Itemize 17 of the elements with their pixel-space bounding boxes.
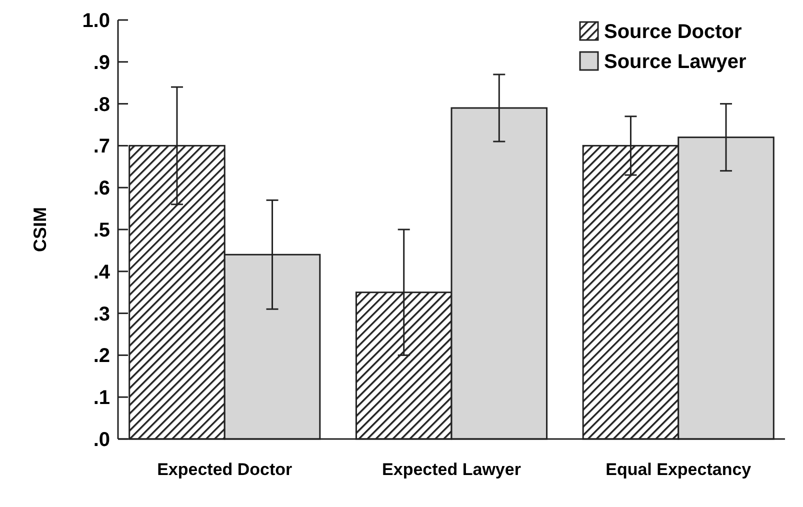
x-tick-label: Expected Doctor xyxy=(157,460,293,479)
y-tick-label: 1.0 xyxy=(82,10,110,32)
y-tick-label: .6 xyxy=(93,178,110,200)
legend-label: Source Lawyer xyxy=(604,51,746,73)
y-axis-title: CSIM xyxy=(30,207,50,252)
y-tick-label: .9 xyxy=(93,52,110,74)
y-tick-label: .0 xyxy=(93,429,110,451)
y-tick-label: .4 xyxy=(93,261,111,284)
x-tick-label: Equal Expectancy xyxy=(606,460,752,479)
y-tick-label: .2 xyxy=(93,345,110,368)
y-tick-label: .1 xyxy=(93,387,110,410)
y-tick-label: .3 xyxy=(93,303,110,326)
y-tick-label: .7 xyxy=(93,136,110,158)
legend-label: Source Doctor xyxy=(604,21,742,43)
y-tick-label: .8 xyxy=(93,94,110,116)
x-tick-label: Expected Lawyer xyxy=(382,460,522,479)
y-tick-label: .5 xyxy=(93,220,110,242)
